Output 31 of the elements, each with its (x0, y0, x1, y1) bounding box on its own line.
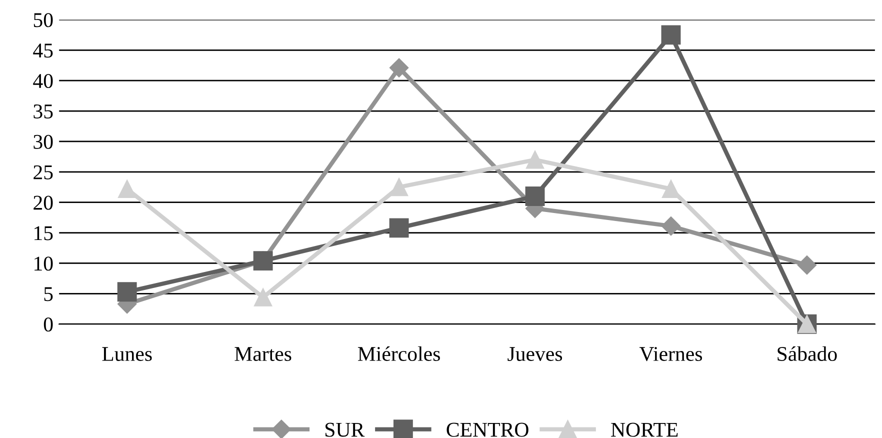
y-tick-label: 35 (34, 104, 53, 118)
y-tick-label: 25 (34, 165, 53, 180)
legend-label: SUR (326, 422, 365, 437)
y-tick-label: 40 (33, 74, 53, 88)
point (118, 180, 136, 198)
point (117, 282, 137, 302)
y-tick-label: 20 (34, 196, 53, 210)
x-tick-label: Sábado (778, 346, 837, 362)
y-tick-label: 10 (34, 256, 53, 271)
x-tick-label: Lunes (102, 347, 152, 362)
x-tick-label: Viernes (639, 347, 702, 362)
y-tick-label: 5 (44, 287, 53, 302)
legend-label: NORTE (611, 422, 678, 437)
point (389, 218, 409, 238)
point (390, 178, 408, 196)
y-tick-label: 0 (44, 317, 53, 332)
y-tick-label: 15 (34, 226, 53, 240)
point (797, 256, 816, 275)
point (390, 58, 409, 78)
y-tick-label: 30 (34, 134, 53, 149)
x-tick-label: Jueves (508, 347, 562, 362)
x-tick-label: Miércoles (358, 346, 440, 362)
point (254, 288, 272, 306)
point (661, 25, 681, 45)
point (526, 150, 544, 169)
point (525, 186, 545, 206)
x-tick-label: Martes (234, 347, 292, 362)
legend-label: CENTRO (446, 422, 528, 437)
point (661, 216, 681, 236)
y-tick-label: 45 (33, 44, 53, 58)
y-tick-label: 50 (34, 13, 53, 28)
